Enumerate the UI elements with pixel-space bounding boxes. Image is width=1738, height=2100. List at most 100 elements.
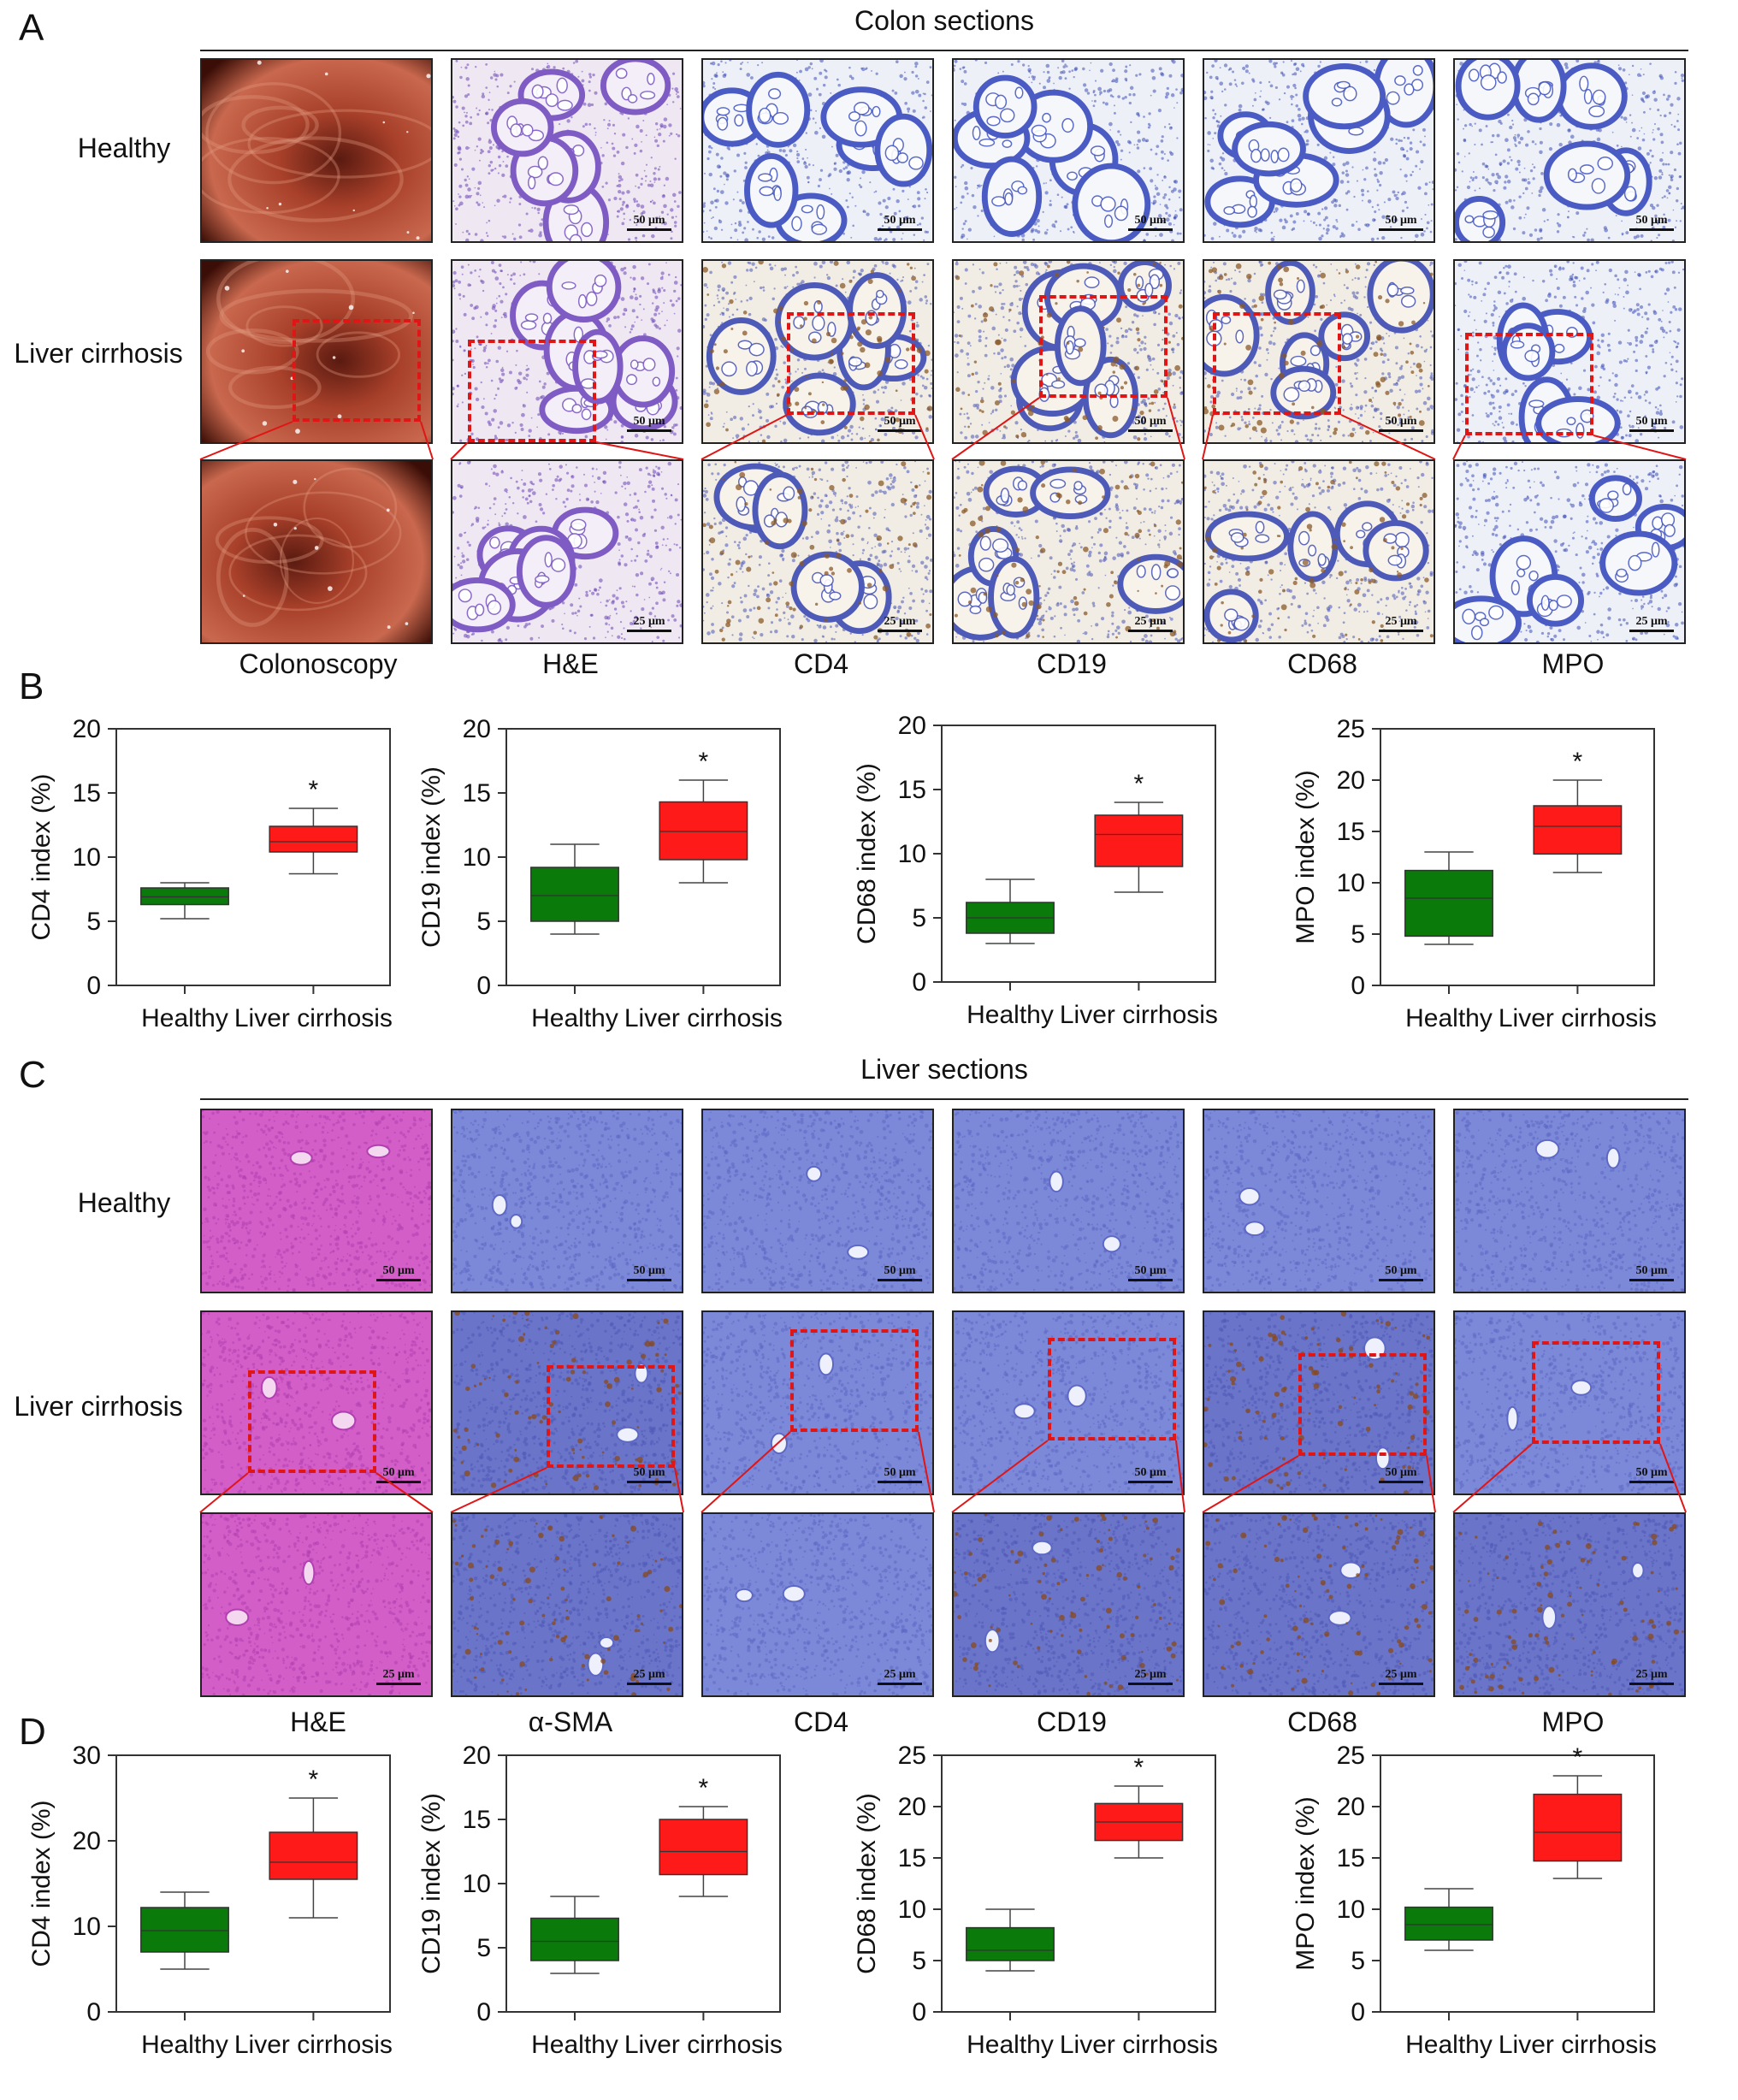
liver-liverbr-image: 25 μm bbox=[451, 1512, 683, 1697]
x-tick-label: Liver cirrhosis bbox=[234, 2031, 393, 2059]
zoom-connector-line bbox=[1175, 1440, 1185, 1513]
significance-asterisk: * bbox=[309, 1766, 319, 1794]
plot-frame bbox=[1380, 1754, 1655, 2013]
significance-asterisk: * bbox=[1573, 748, 1583, 776]
scale-bar-line bbox=[1128, 429, 1173, 432]
liver-liverbr-image: 25 μm bbox=[1453, 1512, 1686, 1697]
region-of-interest-box bbox=[248, 1370, 376, 1473]
scale-bar-label: 50 μm bbox=[878, 1466, 922, 1480]
y-tick-label: 25 bbox=[898, 1742, 926, 1770]
zoom-connector-line bbox=[1593, 435, 1687, 460]
box-plot-b-cd4: 0 5 10 15 20 CD4 index (%) Healthy Liver cirrho… bbox=[27, 715, 393, 1032]
colon-endoscopy-image: 50 μm bbox=[200, 259, 433, 444]
scale-bar-line bbox=[878, 630, 922, 632]
y-tick-label: 25 bbox=[1337, 715, 1365, 743]
liver-col-label-cd68: CD68 bbox=[1203, 1707, 1442, 1738]
scale-bar: 50 μm bbox=[376, 1264, 421, 1281]
region-of-interest-box bbox=[1213, 312, 1341, 415]
region-of-interest-box bbox=[787, 312, 915, 415]
scale-bar-label: 50 μm bbox=[1629, 1264, 1674, 1278]
scale-bar-line bbox=[1379, 1683, 1423, 1685]
zoom-connector-line bbox=[450, 1467, 547, 1513]
scale-bar: 50 μm bbox=[878, 214, 922, 231]
box-plot-b-cd19: 0 5 10 15 20 CD19 index (%) Healthy Liver cirrh… bbox=[417, 715, 783, 1032]
scale-bar: 50 μm bbox=[878, 1264, 922, 1281]
y-tick-label: 30 bbox=[73, 1742, 101, 1770]
scale-bar: 50 μm bbox=[627, 415, 671, 432]
box-plot-d-cd4: 0 10 20 30 CD4 index (%) Healthy Liver cirrhos… bbox=[27, 1742, 393, 2059]
scale-bar-line bbox=[627, 1683, 671, 1685]
scale-bar: 50 μm bbox=[1629, 415, 1674, 432]
y-tick-label: 0 bbox=[86, 972, 101, 1000]
liver-liverbr-image: 25 μm bbox=[1203, 1512, 1435, 1697]
zoom-connector-line bbox=[420, 421, 434, 460]
scale-bar-line bbox=[878, 1481, 922, 1483]
region-of-interest-box bbox=[1039, 295, 1168, 398]
significance-asterisk: * bbox=[309, 776, 319, 804]
scale-bar: 50 μm bbox=[1379, 415, 1423, 432]
scale-bar-label: 50 μm bbox=[878, 415, 922, 429]
colon-ihcpos-image: 25 μm bbox=[1203, 459, 1435, 644]
box-liver-cirrhosis bbox=[269, 825, 358, 853]
liver-section-title: Liver sections bbox=[200, 1054, 1688, 1085]
zoom-connector-line bbox=[1340, 414, 1436, 460]
y-tick-label: 10 bbox=[898, 1896, 926, 1924]
box-plot-d-mpo: 0 5 10 15 20 25 MPO index (%) Healthy Liver cirr… bbox=[1292, 1742, 1657, 2059]
scale-bar-line bbox=[1629, 630, 1674, 632]
colon-col-label-colonoscopy: Colonoscopy bbox=[198, 648, 438, 680]
y-tick-label: 5 bbox=[86, 908, 101, 936]
y-tick-label: 20 bbox=[73, 1827, 101, 1855]
scale-bar: 25 μm bbox=[1629, 615, 1674, 632]
significance-asterisk: * bbox=[699, 748, 709, 776]
scale-bar-label: 50 μm bbox=[1379, 1264, 1423, 1278]
colon-ihcpos-image: 50 μm bbox=[701, 259, 934, 444]
y-tick-label: 10 bbox=[463, 843, 491, 872]
x-tick-label: Healthy bbox=[531, 2031, 618, 2059]
significance-asterisk: * bbox=[1134, 770, 1144, 798]
x-tick-label: Healthy bbox=[967, 2031, 1054, 2059]
liver-col-label-he: H&E bbox=[198, 1707, 438, 1738]
zoom-connector-line bbox=[701, 1431, 791, 1513]
zoom-connector-line bbox=[918, 1431, 935, 1513]
zoom-connector-line bbox=[1426, 1455, 1436, 1513]
y-tick-label: 0 bbox=[86, 1998, 101, 2026]
scale-bar-label: 50 μm bbox=[627, 415, 671, 429]
zoom-connector-line bbox=[450, 441, 469, 460]
box-healthy bbox=[1404, 1906, 1493, 1941]
scale-bar: 50 μm bbox=[627, 1466, 671, 1483]
scale-bar-line bbox=[1379, 1481, 1423, 1483]
zoom-connector-line bbox=[1202, 414, 1214, 460]
scale-bar-label: 25 μm bbox=[376, 1668, 421, 1682]
scale-bar-line bbox=[376, 1279, 421, 1281]
scale-bar-label: 50 μm bbox=[1379, 214, 1423, 228]
scale-bar-label: 25 μm bbox=[627, 615, 671, 629]
colon-ihcpos-image: 25 μm bbox=[701, 459, 934, 644]
x-tick-label: Healthy bbox=[141, 2031, 228, 2059]
region-of-interest-box bbox=[293, 319, 421, 422]
x-tick-label: Healthy bbox=[531, 1004, 618, 1032]
zoom-connector-line bbox=[674, 1467, 684, 1513]
x-tick-label: Liver cirrhosis bbox=[1060, 2031, 1218, 2059]
significance-asterisk: * bbox=[1573, 1743, 1583, 1772]
region-of-interest-box bbox=[1048, 1338, 1176, 1440]
colon-col-label-cd4: CD4 bbox=[701, 648, 941, 680]
colon-section-title: Colon sections bbox=[200, 5, 1688, 37]
scale-bar-line bbox=[878, 228, 922, 231]
plot-frame bbox=[505, 1754, 781, 2013]
panel-letter-a: A bbox=[19, 7, 44, 50]
scale-bar-label: 25 μm bbox=[1629, 1668, 1674, 1682]
y-axis-label: CD19 index (%) bbox=[417, 766, 446, 948]
scale-bar: 25 μm bbox=[1128, 615, 1173, 632]
liver-liverbr-image: 25 μm bbox=[952, 1512, 1185, 1697]
scale-bar-line bbox=[1379, 1279, 1423, 1281]
scale-bar-line bbox=[1379, 630, 1423, 632]
y-tick-label: 10 bbox=[898, 840, 926, 868]
y-tick-label: 0 bbox=[912, 968, 926, 997]
y-axis-label: CD4 index (%) bbox=[27, 1800, 56, 1967]
scale-bar-label: 50 μm bbox=[1128, 1466, 1173, 1480]
scale-bar-label: 50 μm bbox=[1629, 1466, 1674, 1480]
y-tick-label: 5 bbox=[912, 1947, 926, 1975]
scale-bar: 50 μm bbox=[1379, 1264, 1423, 1281]
scale-bar: 25 μm bbox=[1379, 1668, 1423, 1685]
colon-endoscopy-image: 50 μm bbox=[200, 58, 433, 243]
